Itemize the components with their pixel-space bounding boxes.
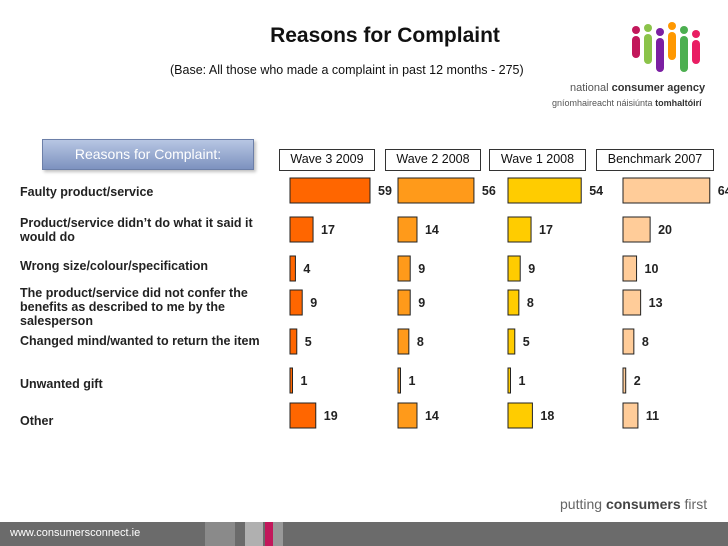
bar-1-3 (397, 289, 411, 316)
bar-3-3 (622, 289, 642, 316)
data-label-1-2: 9 (418, 262, 425, 276)
data-label-3-1: 20 (658, 223, 672, 237)
data-label-0-1: 17 (321, 223, 335, 237)
bar-2-5 (507, 367, 511, 394)
data-label-2-3: 8 (527, 296, 534, 310)
data-label-3-2: 10 (645, 262, 659, 276)
bar-2-0 (507, 177, 582, 204)
data-label-2-6: 18 (540, 409, 554, 423)
bar-1-1 (397, 216, 418, 243)
bar-1-4 (397, 328, 410, 355)
footer-strip (273, 522, 283, 546)
footer-url: www.consumersconnect.ie (10, 527, 141, 539)
data-label-1-0: 56 (482, 184, 496, 198)
data-label-2-4: 5 (523, 335, 530, 349)
data-label-0-4: 5 (305, 335, 312, 349)
category-label-didnt-do: Product/service didn’t do what it said i… (20, 216, 253, 244)
data-label-2-1: 17 (539, 223, 553, 237)
slide-title: Reasons for Complaint (270, 24, 500, 47)
bar-1-6 (397, 402, 418, 429)
bar-3-4 (622, 328, 635, 355)
data-label-1-3: 9 (418, 296, 425, 310)
bar-2-2 (507, 255, 521, 282)
category-label-unwanted-gift: Unwanted gift (20, 377, 103, 391)
data-label-3-5: 2 (634, 374, 641, 388)
bar-2-1 (507, 216, 532, 243)
bar-0-0 (289, 177, 371, 204)
data-label-0-3: 9 (310, 296, 317, 310)
data-label-0-5: 1 (301, 374, 308, 388)
category-label-other: Other (20, 414, 54, 428)
data-label-1-1: 14 (425, 223, 439, 237)
series-header-wave2: Wave 2 2008 (385, 149, 481, 171)
bar-3-1 (622, 216, 651, 243)
bar-0-5 (289, 367, 293, 394)
bar-0-1 (289, 216, 314, 243)
slide-subtitle: (Base: All those who made a complaint in… (170, 63, 524, 77)
bar-2-3 (507, 289, 520, 316)
footer-strip (265, 522, 273, 546)
series-header-wave3: Wave 3 2009 (279, 149, 375, 171)
data-label-1-5: 1 (409, 374, 416, 388)
data-label-2-0: 54 (589, 184, 603, 198)
bar-0-6 (289, 402, 317, 429)
data-label-2-2: 9 (528, 262, 535, 276)
bar-3-6 (622, 402, 639, 429)
data-label-2-5: 1 (519, 374, 526, 388)
bar-1-5 (397, 367, 401, 394)
category-label-wrong-size: Wrong size/colour/specification (20, 259, 208, 273)
people-figures-icon (632, 22, 700, 72)
logo-text-irish: gníomhaireacht náisiúnta tomhaltóirí (552, 98, 702, 108)
footer-bar (0, 522, 728, 546)
category-label-changed-mind: Changed mind/wanted to return the item (20, 334, 260, 348)
bar-0-3 (289, 289, 303, 316)
data-label-0-0: 59 (378, 184, 392, 198)
series-header-benchmark: Benchmark 2007 (596, 149, 714, 171)
data-label-1-6: 14 (425, 409, 439, 423)
category-label-faulty: Faulty product/service (20, 185, 154, 199)
reasons-header-box: Reasons for Complaint: (42, 139, 254, 170)
bar-3-5 (622, 367, 627, 394)
bar-3-0 (622, 177, 711, 204)
data-label-3-4: 8 (642, 335, 649, 349)
tagline: putting consumers first (560, 496, 708, 512)
data-label-0-6: 19 (324, 409, 338, 423)
bar-2-4 (507, 328, 516, 355)
series-header-wave1: Wave 1 2008 (489, 149, 586, 171)
bar-1-2 (397, 255, 411, 282)
data-label-3-3: 13 (649, 296, 663, 310)
bar-2-6 (507, 402, 533, 429)
bar-1-0 (397, 177, 475, 204)
nca-logo: national consumer agency gníomhaireacht … (552, 22, 706, 122)
logo-text-english: national consumer agency (570, 82, 706, 94)
bar-0-4 (289, 328, 298, 355)
data-label-1-4: 8 (417, 335, 424, 349)
footer-strip (205, 522, 235, 546)
bar-0-2 (289, 255, 296, 282)
bar-3-2 (622, 255, 638, 282)
data-label-3-6: 11 (646, 409, 659, 423)
category-label-benefits: The product/service did not confer the b… (20, 286, 248, 328)
data-label-3-0: 64 (718, 184, 728, 198)
footer-strip (245, 522, 263, 546)
data-label-0-2: 4 (303, 262, 310, 276)
